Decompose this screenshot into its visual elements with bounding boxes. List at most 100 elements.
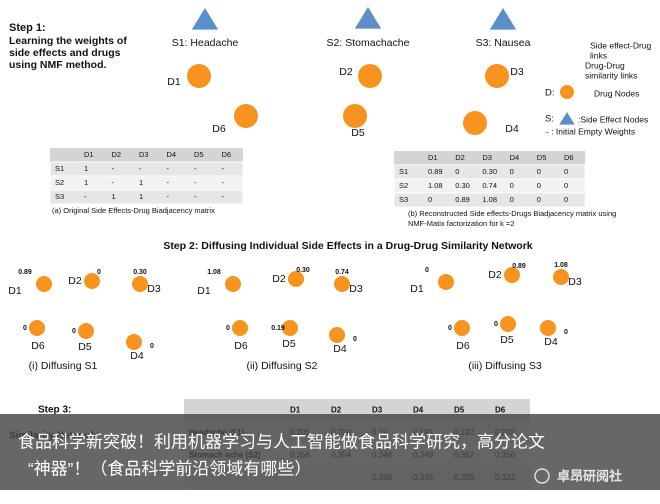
drug-node <box>78 323 94 339</box>
drug-node <box>485 64 509 88</box>
table-cell: 1.08 <box>428 181 443 190</box>
side-effect-node <box>354 7 382 29</box>
drug-label: D6 <box>234 340 248 352</box>
overlay-caption: 食品科学新突破！利用机器学习与人工智能做食品科学研究，高分论文 <box>18 432 545 451</box>
table-cell: 0 <box>537 167 541 176</box>
drug-node <box>463 111 487 135</box>
table-cell: - <box>112 164 115 173</box>
legend-text: links <box>590 50 607 60</box>
side-effect-label: S1: Headache <box>172 37 239 49</box>
table-cell: 1 <box>112 192 116 201</box>
drug-label: D4 <box>333 343 347 355</box>
legend-text: D: <box>545 88 555 99</box>
table-caption: NMF-Matix factorization for k =2 <box>408 219 515 228</box>
diffusion-value: 0.19 <box>271 325 285 332</box>
drug-label: D3 <box>147 283 161 295</box>
table-header-bg <box>50 148 243 162</box>
drug-node <box>36 276 52 292</box>
panel-caption: (iii) Diffusing S3 <box>468 360 541 372</box>
diffusion-value: 0 <box>97 269 101 276</box>
diffusion-value: 0.89 <box>512 263 526 270</box>
table-cell: - <box>167 178 170 187</box>
table-cell: - <box>222 164 225 173</box>
legend-text: S: <box>545 114 554 125</box>
diffusion-value: 0.30 <box>133 269 147 276</box>
caption-overlay <box>0 414 660 490</box>
drug-node <box>288 271 304 287</box>
diffusion-value: 0.30 <box>296 267 310 274</box>
drug-node <box>29 320 45 336</box>
step-text: using NMF method. <box>9 59 106 71</box>
column-header: D5 <box>537 153 547 162</box>
drug-label: D3 <box>349 283 363 295</box>
table-cell: 0 <box>564 195 568 204</box>
diffusion-value: 0.74 <box>335 269 349 276</box>
column-header: D2 <box>455 153 465 162</box>
column-header: D3 <box>482 153 492 162</box>
table-cell: - <box>222 192 225 201</box>
table-cell: - <box>84 192 87 201</box>
table-cell: - <box>194 192 197 201</box>
table-cell: 0 <box>537 195 541 204</box>
diffusion-value: 1.08 <box>207 269 221 276</box>
column-header: D6 <box>495 405 506 414</box>
diffusion-value: 0 <box>226 325 230 332</box>
table-cell: 1 <box>139 178 143 187</box>
column-header: D6 <box>564 153 574 162</box>
table-cell: 0 <box>428 195 432 204</box>
legend-text: Side effect-Drug <box>590 40 652 50</box>
drug-label: D6 <box>212 123 226 135</box>
legend-text: similarity links <box>585 70 637 80</box>
drug-node <box>84 273 100 289</box>
legend-text: Drug Nodes <box>594 88 639 98</box>
drug-label: D5 <box>78 341 92 353</box>
drug-label: D1 <box>410 283 424 295</box>
drug-label: D2 <box>272 273 286 285</box>
table-row-bg <box>49 161 244 177</box>
drug-label: D4 <box>130 350 144 362</box>
watermark-icon <box>534 468 550 484</box>
legend-text: :Side Effect Nodes <box>578 114 648 124</box>
column-header: D2 <box>331 405 342 414</box>
drug-node <box>504 267 520 283</box>
side-effect-node <box>489 8 517 30</box>
table-cell: - <box>222 178 225 187</box>
table-cell: 0.30 <box>482 167 497 176</box>
column-header: D2 <box>112 150 122 159</box>
diffusion-value: 0 <box>23 325 27 332</box>
drug-node <box>560 85 574 99</box>
table-cell: 0 <box>564 167 568 176</box>
drug-node <box>454 320 470 336</box>
table-cell: 0 <box>510 195 514 204</box>
drug-label: D1 <box>167 76 181 88</box>
table-cell: 0.30 <box>455 181 470 190</box>
column-header: D1 <box>290 405 301 414</box>
drug-node <box>234 104 258 128</box>
diffusion-value: 0 <box>564 329 568 336</box>
drug-node <box>540 320 556 336</box>
column-header: D5 <box>194 150 204 159</box>
drug-label: D1 <box>197 285 211 297</box>
column-header: D6 <box>222 150 232 159</box>
drug-node <box>358 64 382 88</box>
table-cell: 0.89 <box>428 167 443 176</box>
table-cell: - <box>167 164 170 173</box>
drug-label: D3 <box>568 276 582 288</box>
side-effect-label: S3: Nausea <box>476 37 531 49</box>
panel-caption: (i) Diffusing S1 <box>29 360 98 372</box>
table-cell: 0 <box>510 181 514 190</box>
table-cell: 1 <box>139 192 143 201</box>
drug-node <box>553 269 569 285</box>
table-cell: 0 <box>510 167 514 176</box>
step-text: side effects and drugs <box>9 47 121 59</box>
row-header: S2 <box>55 178 64 187</box>
drug-node <box>329 327 345 343</box>
drug-label: D2 <box>488 269 502 281</box>
drug-label: D6 <box>456 340 470 352</box>
side-effect-node <box>191 8 219 30</box>
drug-node <box>343 104 367 128</box>
table-cell: 1.08 <box>482 195 497 204</box>
panel-caption: (ii) Diffusing S2 <box>247 360 318 372</box>
drug-label: D1 <box>8 285 22 297</box>
column-header: D1 <box>428 153 438 162</box>
